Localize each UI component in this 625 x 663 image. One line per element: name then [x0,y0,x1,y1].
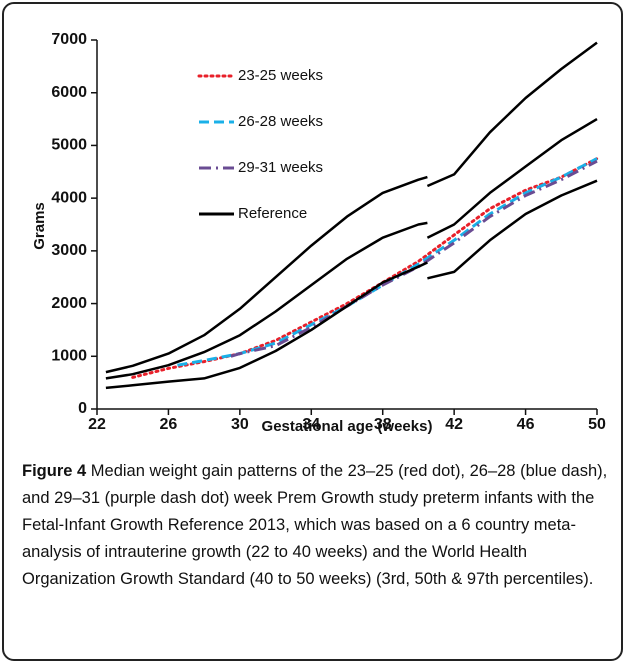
x-tick-label: 50 [588,416,606,433]
line [230,159,598,358]
x-tick-label: 34 [302,416,320,433]
y-tick-label: 6000 [51,84,87,101]
y-tick-label: 1000 [51,348,87,365]
legend-label: 29-31 weeks [238,159,323,176]
chart: Grams Gestational age (weeks) 0 1000 2000 3… [31,31,606,435]
legend-label: Reference [238,205,307,222]
x-tick-label: 30 [231,416,249,433]
line [105,118,598,380]
line [105,41,598,374]
y-tick-label: 0 [78,400,87,417]
x-tick-label: 38 [374,416,392,433]
x-tick-label: 42 [445,416,463,433]
y-tick-label: 5000 [51,137,87,154]
y-tick-label: 2000 [51,295,87,312]
y-tick-label: 3000 [51,242,87,259]
legend-label: 23-25 weeks [238,67,323,84]
x-axis-title: Gestational age (weeks) [262,418,433,435]
caption-text: Median weight gain patterns of the 23–25… [22,462,608,588]
y-tick-label: 7000 [51,31,87,48]
y-tick-label: 4000 [51,189,87,206]
caption-label: Figure 4 [22,462,87,480]
x-tick-label: 22 [88,416,106,433]
y-axis-title: Grams [31,202,48,250]
caption: Figure 4 Median weight gain patterns of … [22,458,612,593]
legend-label: 26-28 weeks [238,113,323,130]
x-tick-label: 46 [517,416,535,433]
line [105,179,598,390]
x-tick-label: 26 [160,416,178,433]
